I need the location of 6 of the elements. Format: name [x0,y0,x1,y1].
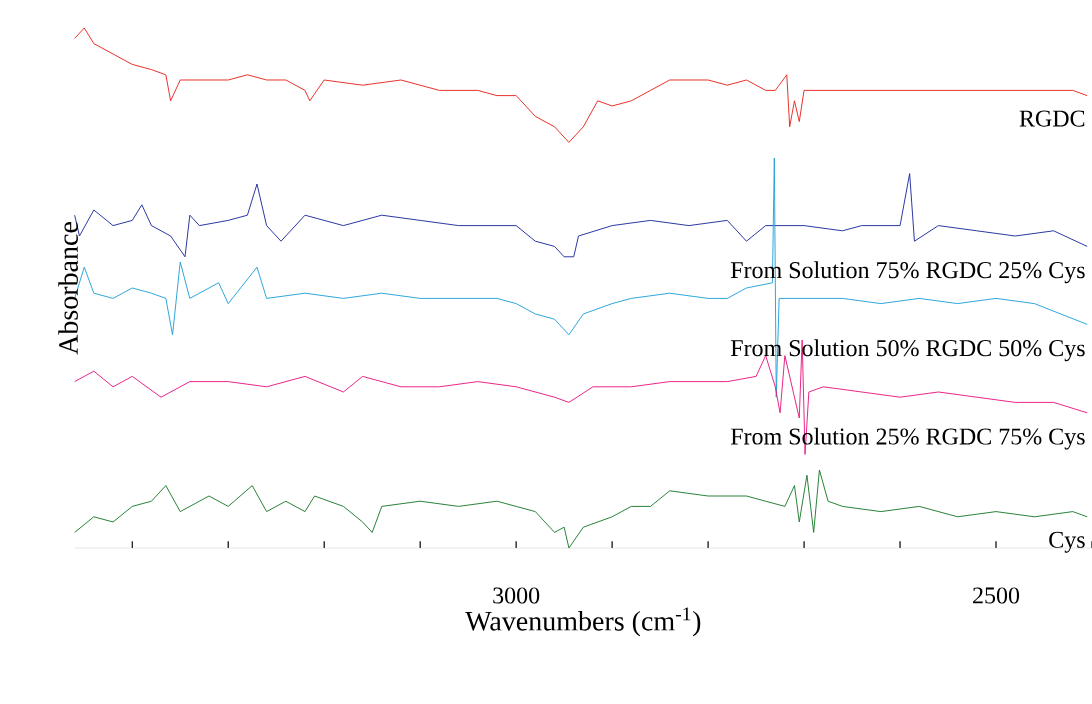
x-tick-label: 2500 [973,587,1020,604]
y-axis-title: Absorbance [58,222,78,355]
series-label: Cys [1049,531,1085,553]
x-tick-label: 3000 [493,587,540,604]
series-label: RGDC [1019,110,1085,127]
x-axis-title: Wavenumbers (cm$^{-1}$) [465,607,701,637]
